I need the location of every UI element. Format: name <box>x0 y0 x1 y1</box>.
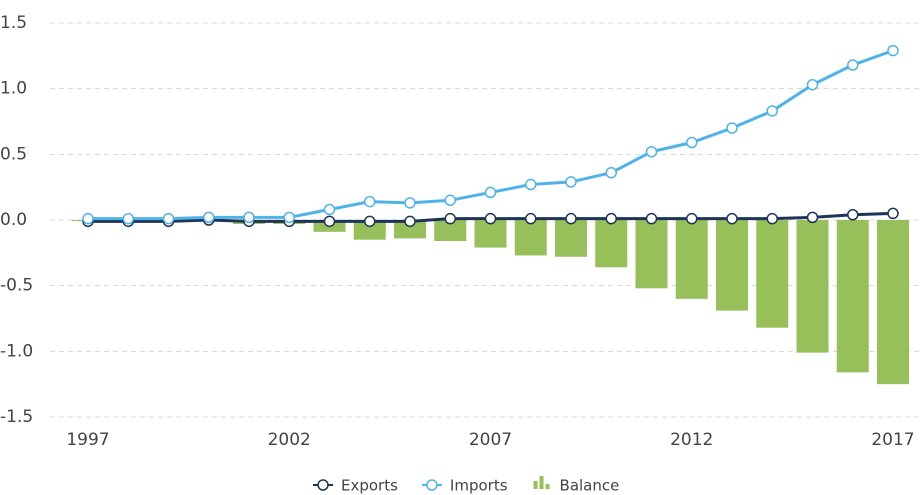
point <box>162 212 175 225</box>
point <box>565 212 577 225</box>
x-tick-label: 2017 <box>871 430 914 450</box>
bar <box>675 220 708 299</box>
point <box>525 212 537 225</box>
legend-icon <box>545 484 550 489</box>
y-tick-label: -1.5 <box>0 407 33 427</box>
point <box>404 197 416 209</box>
bar <box>836 220 869 373</box>
point <box>605 212 617 225</box>
point <box>283 211 295 224</box>
point <box>806 211 819 224</box>
legend-icon <box>539 476 544 489</box>
legend-item: Exports <box>313 477 398 495</box>
bar <box>796 220 829 353</box>
point <box>766 105 778 117</box>
x-tick-label: 2002 <box>268 430 311 450</box>
y-tick-label: 1.0 <box>0 79 27 99</box>
bar <box>474 220 507 248</box>
point <box>404 215 416 228</box>
point <box>364 215 376 228</box>
legend-icon <box>533 481 538 489</box>
point <box>847 59 859 71</box>
point <box>203 211 215 224</box>
point <box>605 166 617 179</box>
point <box>887 207 899 220</box>
legend-label: Imports <box>450 477 508 495</box>
point <box>806 78 819 91</box>
bar <box>756 220 789 328</box>
point <box>525 178 537 191</box>
y-tick-label: -0.5 <box>0 276 33 296</box>
point <box>645 145 658 158</box>
y-tick-label: -1.0 <box>0 341 33 361</box>
point <box>645 212 658 225</box>
y-tick-label: 0.5 <box>0 144 27 164</box>
x-tick-label: 2007 <box>469 430 512 450</box>
point <box>444 212 456 225</box>
point <box>323 203 336 216</box>
point <box>122 212 134 225</box>
legend-item: Imports <box>421 477 508 495</box>
point <box>726 122 738 134</box>
point <box>847 208 859 221</box>
point <box>766 212 778 225</box>
point <box>726 212 738 225</box>
legend-label: Exports <box>341 477 398 495</box>
bar <box>434 220 467 242</box>
point <box>484 212 497 225</box>
legend-label: Balance <box>560 477 620 495</box>
bar <box>514 220 547 256</box>
point <box>364 195 376 208</box>
y-tick-label: 0.0 <box>0 210 27 230</box>
x-tick-label: 1997 <box>66 430 109 450</box>
bar <box>595 220 628 268</box>
point <box>686 136 698 149</box>
bar <box>635 220 668 289</box>
legend-icon <box>426 479 438 491</box>
point <box>243 211 255 224</box>
point <box>484 186 497 199</box>
legend-item: Balance <box>533 476 620 495</box>
point <box>444 194 456 207</box>
bar <box>716 220 748 311</box>
bar <box>353 220 386 240</box>
bar <box>394 220 426 239</box>
y-tick-label: 1.5 <box>0 13 27 33</box>
legend-icon <box>317 479 329 491</box>
point <box>887 44 899 57</box>
x-tick-label: 2012 <box>670 430 713 450</box>
point <box>82 212 94 225</box>
bar <box>877 220 909 385</box>
bar <box>555 220 587 257</box>
point <box>686 212 698 225</box>
point <box>323 215 336 228</box>
point <box>565 176 577 188</box>
